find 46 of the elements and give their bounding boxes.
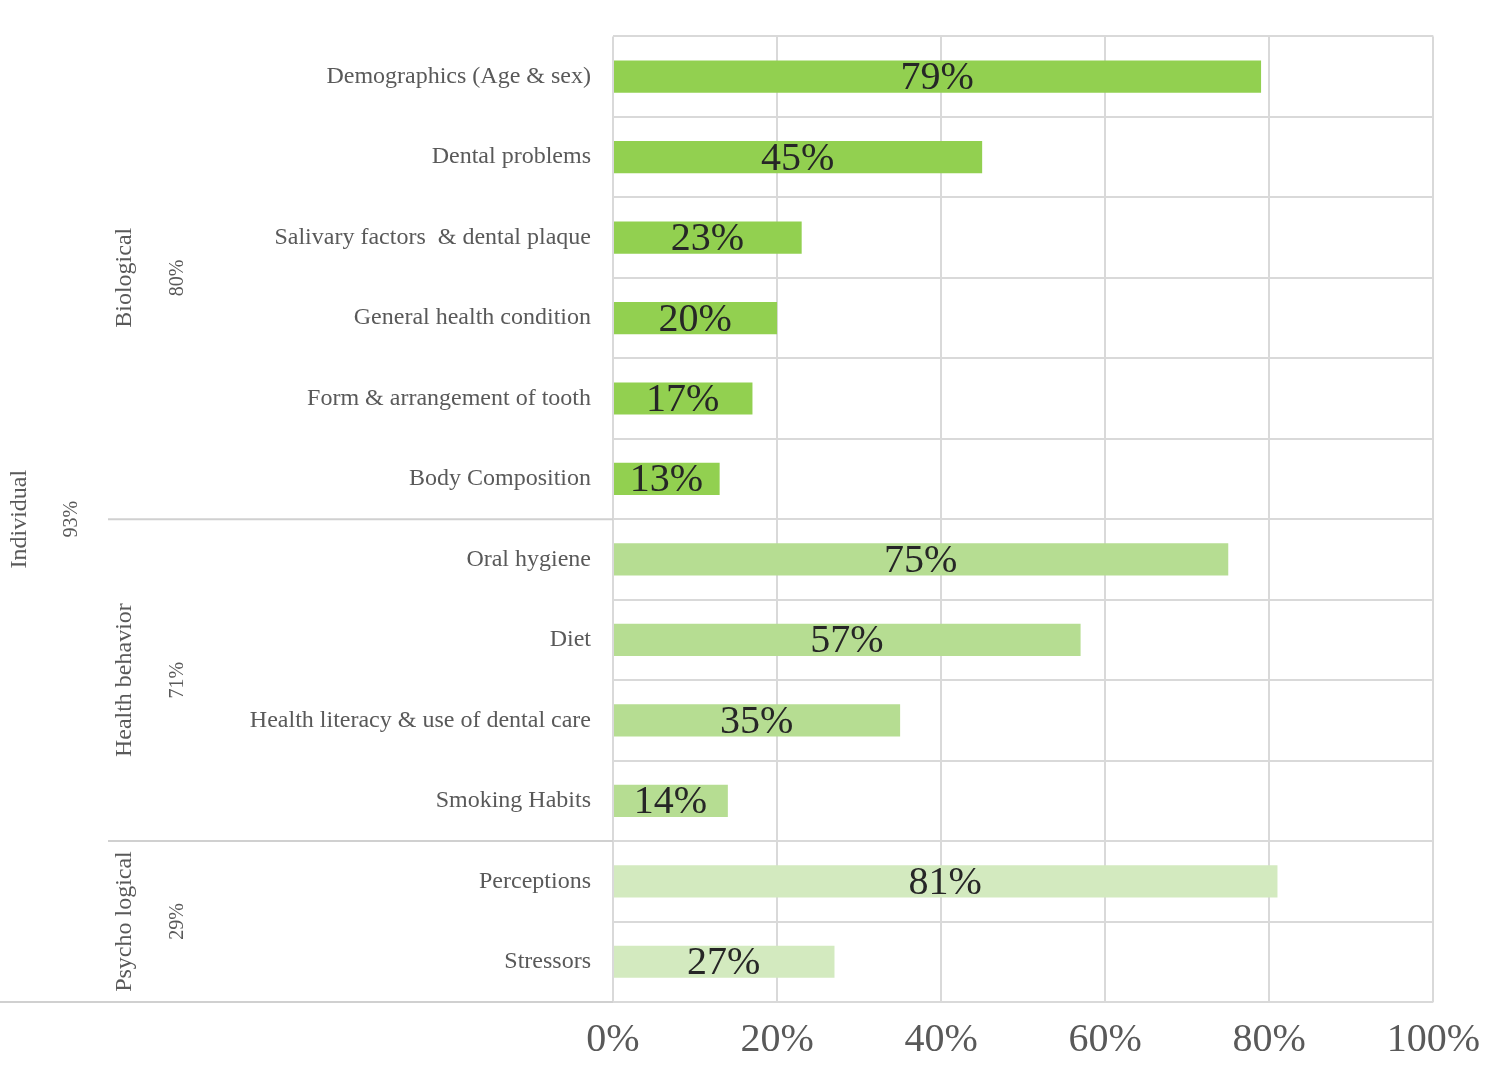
text: Health behavior bbox=[110, 603, 137, 758]
data-label: 20% bbox=[658, 294, 732, 340]
y-tick-label: Smoking Habits bbox=[435, 786, 591, 813]
x-tick-label: 60% bbox=[1068, 1014, 1142, 1060]
x-tick-label: 20% bbox=[740, 1014, 814, 1060]
y-tick-label: Salivary factors & dental plaque bbox=[274, 222, 591, 249]
y-tick-label: Form & arrangement of tooth bbox=[307, 383, 591, 410]
text: 93% bbox=[59, 500, 82, 538]
data-label: 45% bbox=[760, 133, 835, 179]
bar bbox=[614, 704, 901, 737]
data-label: 13% bbox=[629, 455, 703, 501]
x-tick-label: 80% bbox=[1232, 1014, 1306, 1060]
bar bbox=[614, 543, 1229, 576]
x-tick-label: 0% bbox=[586, 1014, 640, 1060]
text: 29% bbox=[165, 903, 188, 940]
data-label: 75% bbox=[883, 535, 958, 581]
y-tick-label: Body Composition bbox=[408, 464, 591, 491]
y-tick-label: Perceptions bbox=[479, 866, 591, 893]
bar bbox=[614, 60, 1262, 93]
data-label: 35% bbox=[719, 696, 794, 742]
data-label: 17% bbox=[646, 375, 720, 420]
bar bbox=[614, 945, 835, 978]
data-label: 79% bbox=[900, 53, 974, 99]
y-tick-label: Oral hygiene bbox=[466, 544, 591, 571]
bar bbox=[614, 141, 983, 174]
y-tick-label: Dental problems bbox=[431, 142, 591, 169]
text: Psycho logical bbox=[110, 850, 137, 992]
text: 71% bbox=[165, 661, 188, 699]
y-tick-label: Stressors bbox=[504, 947, 591, 974]
bar bbox=[614, 865, 1278, 898]
data-label: 23% bbox=[670, 214, 744, 260]
x-tick-label: 40% bbox=[904, 1014, 978, 1060]
y-tick-label: Demographics (Age & sex) bbox=[326, 61, 591, 88]
data-label: 27% bbox=[687, 938, 761, 984]
text: 80% bbox=[165, 259, 188, 297]
bar bbox=[614, 623, 1081, 656]
data-label: 81% bbox=[908, 857, 982, 903]
data-label: 57% bbox=[810, 616, 884, 662]
x-tick-label: 100% bbox=[1386, 1014, 1480, 1060]
data-label: 14% bbox=[633, 777, 708, 823]
y-tick-label: Diet bbox=[549, 625, 592, 652]
bar bbox=[614, 221, 802, 254]
text: Biological bbox=[110, 227, 137, 328]
y-tick-label: Health literacy & use of dental care bbox=[249, 705, 591, 732]
y-tick-label: General health condition bbox=[353, 303, 591, 330]
text: Individual bbox=[5, 469, 32, 569]
